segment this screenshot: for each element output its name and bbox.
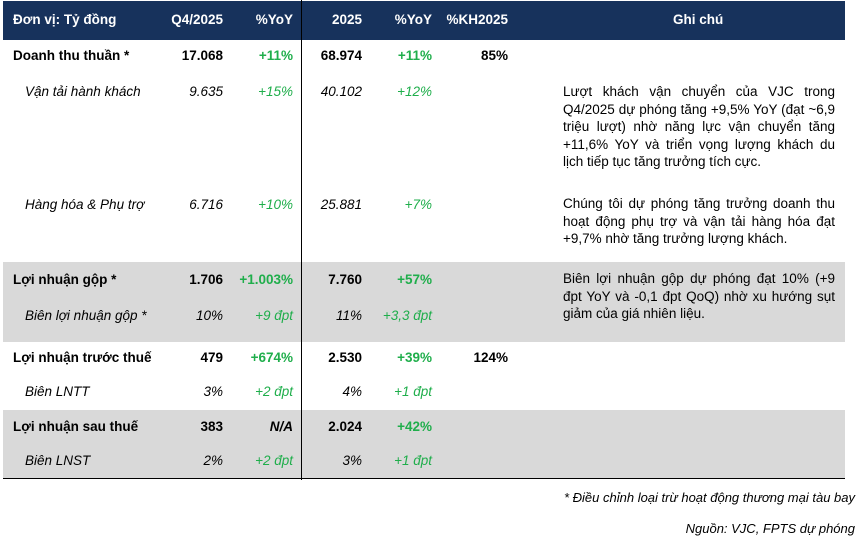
yoy-year-value: +11%: [397, 48, 432, 63]
header-q4: Q4/2025: [171, 12, 223, 27]
row-label: Biên LNTT: [25, 384, 90, 399]
header-note: Ghi chú: [673, 12, 724, 27]
header-yoy-year: %YoY: [394, 12, 432, 27]
q4-value: 2%: [203, 453, 223, 468]
row-label: Doanh thu thuần *: [13, 48, 130, 63]
year-value: 7.760: [328, 272, 362, 287]
header-plan: %KH2025: [446, 12, 508, 27]
q4-value: 1.706: [189, 272, 223, 287]
year-value: 2.024: [328, 419, 362, 434]
header-yoy-q4: %YoY: [255, 12, 293, 27]
row-label: Hàng hóa & Phụ trợ: [25, 197, 145, 212]
yoy-q4-value: +1.003%: [239, 272, 293, 287]
row-label: Lợi nhuận gộp *: [13, 272, 117, 287]
source: Nguồn: VJC, FPTS dự phóng: [685, 521, 855, 536]
row-band-gross-profit: [3, 262, 845, 342]
table-header: Đơn vị: Tỷ đồng Q4/2025 %YoY 2025 %YoY %…: [3, 1, 845, 40]
year-value: 3%: [342, 453, 362, 468]
row-band-net-profit: [3, 410, 845, 479]
yoy-year-value: +1 đpt: [394, 384, 432, 399]
row-label: Lợi nhuận trước thuế: [13, 350, 152, 365]
q4-value: 383: [200, 419, 223, 434]
yoy-q4-value: +11%: [258, 48, 293, 63]
year-value: 25.881: [320, 197, 362, 212]
yoy-year-value: +7%: [404, 197, 432, 212]
year-value: 68.974: [320, 48, 362, 63]
yoy-q4-value: +10%: [258, 197, 293, 212]
row-label: Biên lợi nhuận gộp *: [25, 308, 147, 323]
yoy-year-value: +3,3 đpt: [382, 308, 432, 323]
yoy-q4-value: +2 đpt: [255, 384, 293, 399]
yoy-q4-value: N/A: [269, 419, 293, 434]
table-bottom-border: [3, 478, 845, 479]
note-passenger: Lượt khách vận chuyển của VJC trong Q4/2…: [563, 84, 835, 169]
year-value: 4%: [342, 384, 362, 399]
year-value: 11%: [335, 308, 362, 323]
header-year: 2025: [331, 12, 362, 27]
plan-value: 85%: [480, 48, 508, 63]
plan-value: 124%: [473, 350, 508, 365]
q4-value: 17.068: [181, 48, 223, 63]
yoy-q4-value: +2 đpt: [255, 453, 293, 468]
yoy-q4-value: +9 đpt: [255, 308, 293, 323]
yoy-q4-value: +674%: [250, 350, 293, 365]
yoy-q4-value: +15%: [258, 84, 293, 99]
q4-value: 9.635: [189, 84, 223, 99]
yoy-year-value: +1 đpt: [394, 453, 432, 468]
header-unit: Đơn vị: Tỷ đồng: [13, 12, 117, 27]
q4-value: 6.716: [189, 197, 223, 212]
year-value: 40.102: [320, 84, 362, 99]
yoy-year-value: +57%: [397, 272, 432, 287]
q4-value: 3%: [203, 384, 223, 399]
footnote: * Điều chỉnh loại trừ hoạt động thương m…: [563, 490, 855, 505]
yoy-year-value: +42%: [397, 419, 432, 434]
note-ancillary: Chúng tôi dự phóng tăng trưởng doanh thu…: [563, 196, 835, 246]
q4-value: 10%: [195, 308, 223, 323]
yoy-year-value: +12%: [397, 84, 432, 99]
year-value: 2.530: [328, 350, 362, 365]
yoy-year-value: +39%: [397, 350, 432, 365]
row-label: Vận tải hành khách: [25, 84, 141, 99]
note-gross-margin: Biên lợi nhuận gộp dự phóng đạt 10% (+9 …: [563, 271, 835, 321]
q4-value: 479: [200, 350, 223, 365]
row-label: Lợi nhuận sau thuế: [13, 419, 139, 434]
column-divider: [301, 0, 302, 480]
row-label: Biên LNST: [25, 453, 91, 468]
